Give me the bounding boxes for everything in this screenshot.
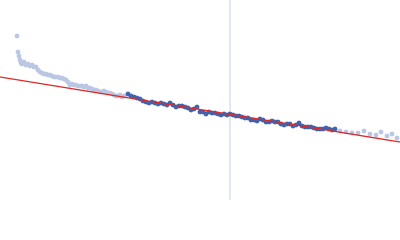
data-point (378, 129, 384, 135)
data-point (296, 120, 302, 126)
data-point (384, 133, 390, 139)
data-point (361, 128, 367, 134)
data-point (332, 126, 338, 132)
data-point (355, 130, 361, 136)
data-point (16, 53, 22, 59)
data-point (15, 49, 21, 55)
data-point (14, 33, 20, 39)
chart (0, 0, 400, 200)
data-point (367, 131, 373, 137)
data-point (373, 132, 379, 138)
data-point (389, 131, 395, 137)
fit-line (0, 76, 400, 143)
data-point (394, 135, 400, 141)
